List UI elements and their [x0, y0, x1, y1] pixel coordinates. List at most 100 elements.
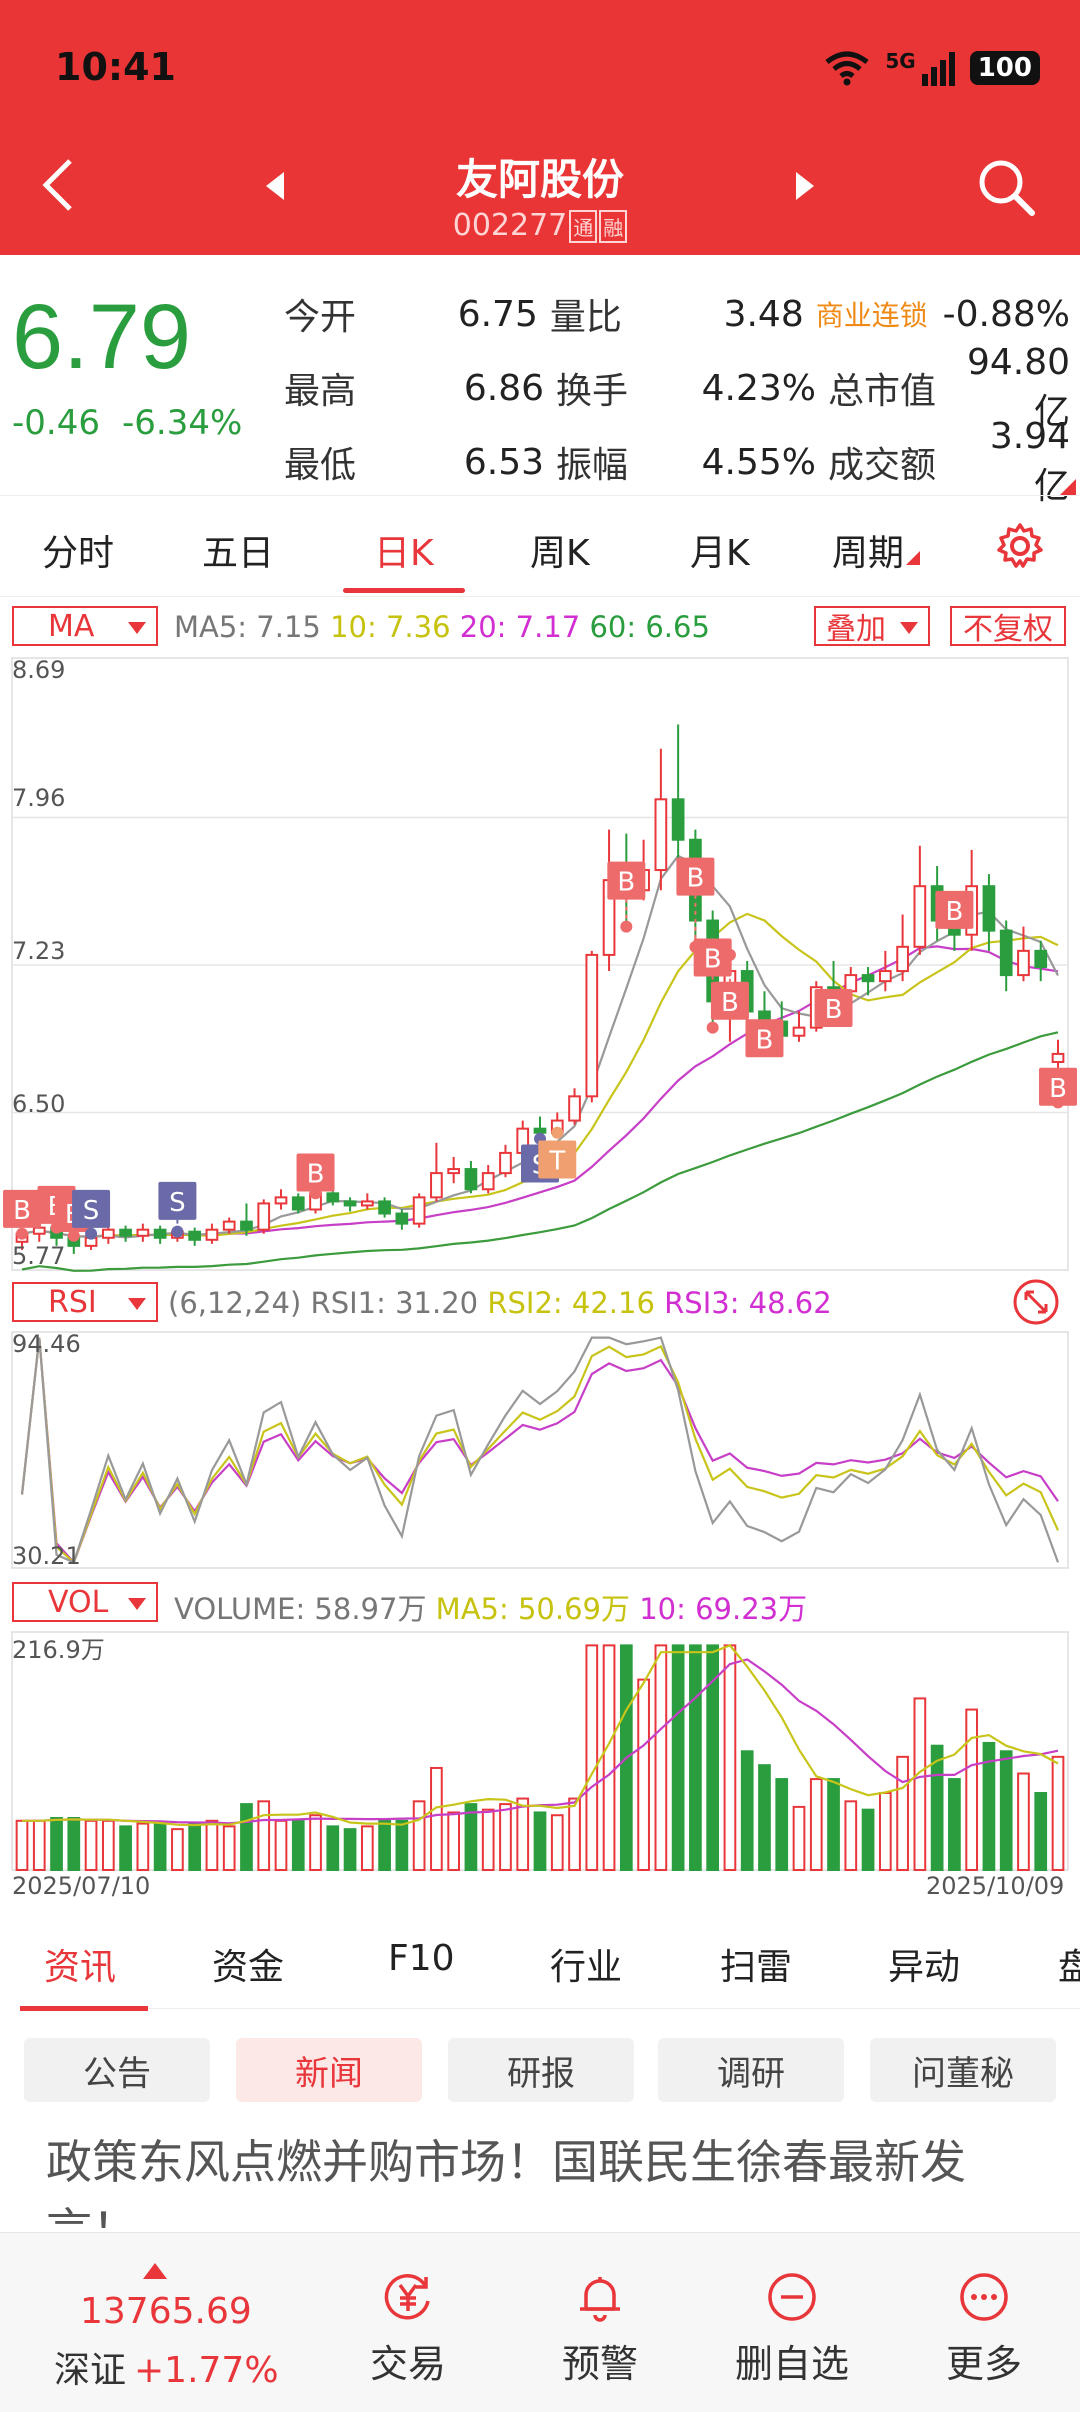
volume-bar — [430, 1766, 443, 1872]
ma-selector[interactable]: MA — [12, 606, 158, 646]
marker-dot — [620, 920, 633, 933]
ma-selector-label: MA — [48, 608, 95, 644]
volume-bar — [67, 1817, 81, 1872]
change-value: -0.46 — [12, 403, 100, 443]
volume-bar — [240, 1803, 253, 1871]
index-value[interactable]: 13765.69 — [80, 2291, 252, 2332]
chip-survey[interactable]: 调研 — [658, 2038, 844, 2102]
volume-bar — [809, 1778, 823, 1871]
volume-bar — [412, 1800, 426, 1871]
volume-bar — [395, 1819, 409, 1872]
volume-bar — [447, 1811, 461, 1872]
news-tab-f10[interactable]: F10 — [388, 1938, 455, 1979]
volume-bar — [913, 1697, 927, 1871]
rsi1-value: RSI1: 31.20 — [310, 1286, 479, 1320]
news-tab-capital[interactable]: 资金 — [212, 1947, 285, 1988]
expand-corner-icon[interactable] — [1060, 479, 1076, 495]
marker-label: B — [945, 897, 963, 927]
marker-dot — [723, 948, 736, 961]
volume-bar — [550, 1814, 564, 1872]
news-tabs: 资讯 资金 F10 行业 扫雷 异动 盘 — [0, 1908, 1080, 2011]
back-arrow-icon[interactable] — [38, 155, 78, 215]
news-tab-more[interactable]: 盘 — [1058, 1947, 1080, 1988]
candle — [844, 974, 858, 993]
sector-change: -0.88% — [942, 293, 1070, 335]
marker-box — [607, 861, 646, 900]
candle — [188, 1230, 202, 1241]
quote-label: 总市值 — [828, 371, 937, 412]
candle — [585, 953, 599, 1098]
remove-watchlist-button[interactable]: 删自选 — [722, 2269, 862, 2388]
quote-value: 3.94亿 — [989, 415, 1070, 507]
search-icon[interactable] — [974, 155, 1038, 219]
quote-label: 今开 — [284, 297, 357, 338]
tab-monthly-k[interactable]: 月K — [690, 533, 750, 574]
index-info[interactable]: 深证 +1.77% — [54, 2341, 279, 2393]
period-tabs: 分时 五日 日K 周K 月K 周期 — [0, 495, 1080, 597]
trade-button[interactable]: 交易 — [338, 2269, 478, 2388]
candle — [896, 945, 909, 973]
marker-box — [676, 857, 715, 896]
kline-axis-label: 7.96 — [12, 784, 66, 812]
candle — [861, 974, 875, 983]
candle — [447, 1168, 461, 1175]
marker-label: B — [686, 864, 704, 894]
tab-period[interactable]: 周期 — [832, 524, 921, 576]
marker-label: B — [1049, 1074, 1067, 1104]
candle — [291, 1196, 305, 1211]
candle — [913, 885, 927, 948]
marker-label: B — [704, 944, 722, 974]
kline-chart[interactable]: BBBSSBSTBBBBBBBB — [0, 656, 1080, 1274]
fullscreen-icon[interactable] — [1012, 1278, 1060, 1326]
volume-bar — [1034, 1791, 1048, 1871]
rsi-chart[interactable] — [0, 1330, 1080, 1570]
candle — [32, 1226, 46, 1235]
candle — [360, 1200, 374, 1207]
volume-bar — [1017, 1772, 1030, 1872]
chip-announcement[interactable]: 公告 — [24, 2038, 210, 2102]
tab-daily-k[interactable]: 日K — [374, 533, 434, 574]
candle — [568, 1095, 581, 1122]
status-icons: 5G 100 — [823, 49, 1040, 86]
quote-label: 换手 — [556, 371, 629, 412]
next-stock-arrow-icon[interactable] — [796, 172, 814, 200]
bottom-bar: 13765.69 深证 +1.77% 交易 预警 删自选 更多 — [0, 2232, 1080, 2412]
volume-bar — [1051, 1755, 1065, 1871]
date-start-label: 2025/07/10 — [12, 1872, 151, 1900]
vol-selector[interactable]: VOL — [12, 1582, 158, 1622]
news-tab-risk[interactable]: 扫雷 — [720, 1947, 793, 1988]
sector-link[interactable]: 商业连锁 — [815, 299, 928, 332]
overlay-selector[interactable]: 叠加 — [814, 606, 930, 647]
news-tab-industry[interactable]: 行业 — [550, 1947, 623, 1988]
rsi-axis-label: 94.46 — [12, 1330, 81, 1358]
rsi1-line — [20, 1336, 1060, 1564]
news-tab-underline — [20, 2006, 148, 2011]
rsi-selector-label: RSI — [48, 1284, 97, 1320]
chip-research[interactable]: 研报 — [448, 2038, 634, 2102]
tab-weekly-k[interactable]: 周K — [530, 533, 590, 574]
chip-news[interactable]: 新闻 — [236, 2038, 422, 2102]
candle — [326, 1192, 340, 1203]
change-percent: -6.34% — [121, 403, 243, 443]
adjust-button[interactable]: 不复权 — [950, 606, 1066, 647]
news-headline[interactable]: 政策东风点燃并购市场！国联民生徐春最新发言！ — [46, 2135, 966, 2228]
volume-bar — [792, 1805, 806, 1871]
marker-label: B — [721, 988, 739, 1018]
rsi-values: (6,12,24) RSI1: 31.20 RSI2: 42.16 RSI3: … — [168, 1286, 832, 1320]
marker-label: B — [756, 1025, 774, 1055]
quote-value: 6.53 — [463, 441, 544, 483]
news-tab-movement[interactable]: 异动 — [888, 1947, 961, 1988]
quote-row: 最低 6.53 振幅 4.55% 成交额 3.94亿 — [284, 416, 1070, 507]
tab-five-day[interactable]: 五日 — [202, 533, 275, 574]
volume-chart[interactable] — [0, 1630, 1080, 1874]
more-button[interactable]: 更多 — [914, 2269, 1054, 2388]
prev-stock-arrow-icon[interactable] — [266, 172, 284, 200]
alert-button[interactable]: 预警 — [530, 2269, 670, 2388]
rsi-selector[interactable]: RSI — [12, 1282, 158, 1322]
tab-intraday[interactable]: 分时 — [42, 533, 115, 574]
settings-gear-icon[interactable] — [996, 522, 1044, 570]
quote-panel: 6.79 -0.46 -6.34% 今开 6.75 量比 3.48 商业连锁 -0… — [0, 255, 1080, 507]
news-tab-info[interactable]: 资讯 — [44, 1947, 117, 1988]
battery-indicator: 100 — [969, 51, 1040, 85]
chip-ask-secretary[interactable]: 问董秘 — [870, 2038, 1056, 2102]
